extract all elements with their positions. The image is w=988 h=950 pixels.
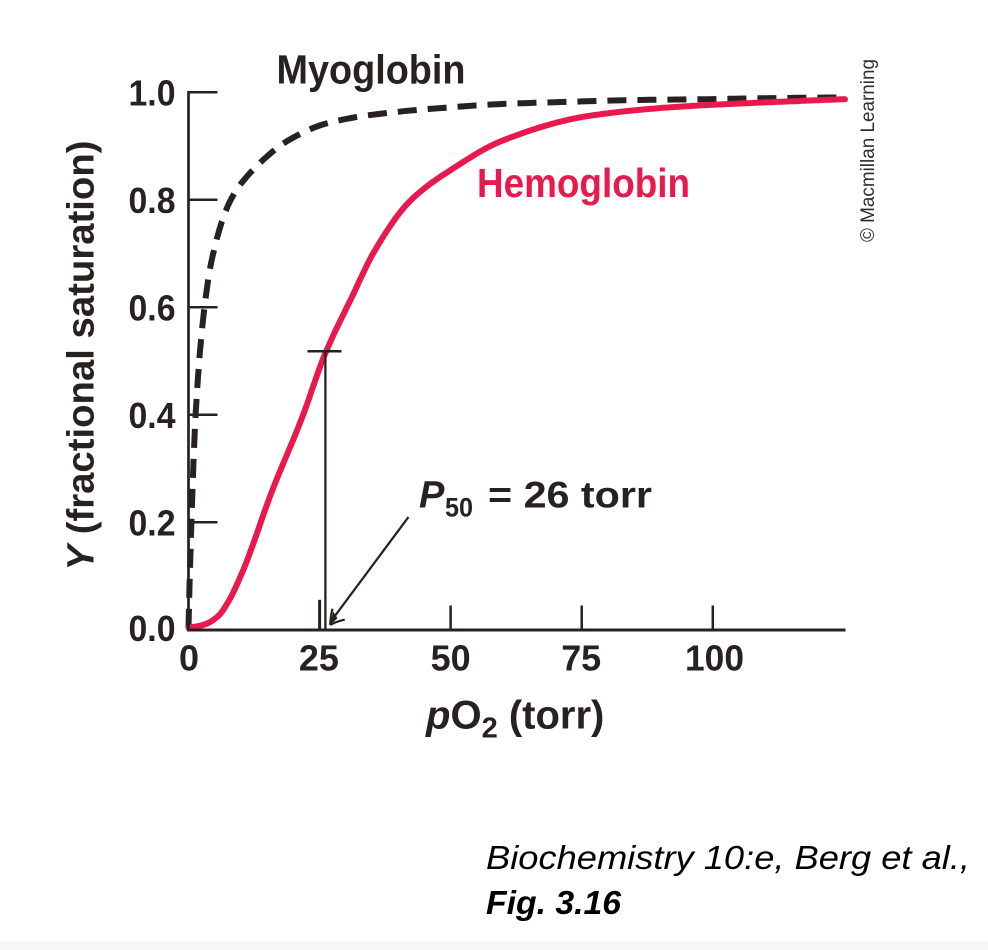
- svg-text:50: 50: [445, 493, 473, 523]
- svg-text:Fig. 3.16: Fig. 3.16: [486, 884, 622, 921]
- svg-text:Hemoglobin: Hemoglobin: [477, 160, 690, 206]
- svg-text:0.0: 0.0: [129, 608, 176, 649]
- svg-text:= 26 torr: = 26 torr: [488, 475, 652, 516]
- svg-text:Biochemistry 10:e, Berg et al.: Biochemistry 10:e, Berg et al.,: [486, 839, 970, 876]
- svg-text:1.0: 1.0: [129, 72, 176, 113]
- svg-text:0.4: 0.4: [129, 395, 176, 436]
- svg-text:0.6: 0.6: [129, 287, 176, 328]
- svg-text:0: 0: [179, 638, 199, 679]
- svg-text:Y (fractional saturation): Y (fractional saturation): [61, 140, 103, 570]
- svg-text:0.8: 0.8: [129, 180, 176, 221]
- svg-text:50: 50: [431, 638, 471, 679]
- svg-text:© Macmillan Learning: © Macmillan Learning: [858, 59, 879, 242]
- svg-text:0.2: 0.2: [129, 502, 176, 543]
- svg-text:25: 25: [299, 638, 339, 679]
- svg-text:100: 100: [685, 638, 744, 679]
- svg-text:75: 75: [561, 638, 601, 679]
- svg-text:P: P: [419, 475, 445, 517]
- svg-text:Myoglobin: Myoglobin: [277, 47, 466, 93]
- svg-text:pO2 (torr): pO2 (torr): [425, 694, 604, 745]
